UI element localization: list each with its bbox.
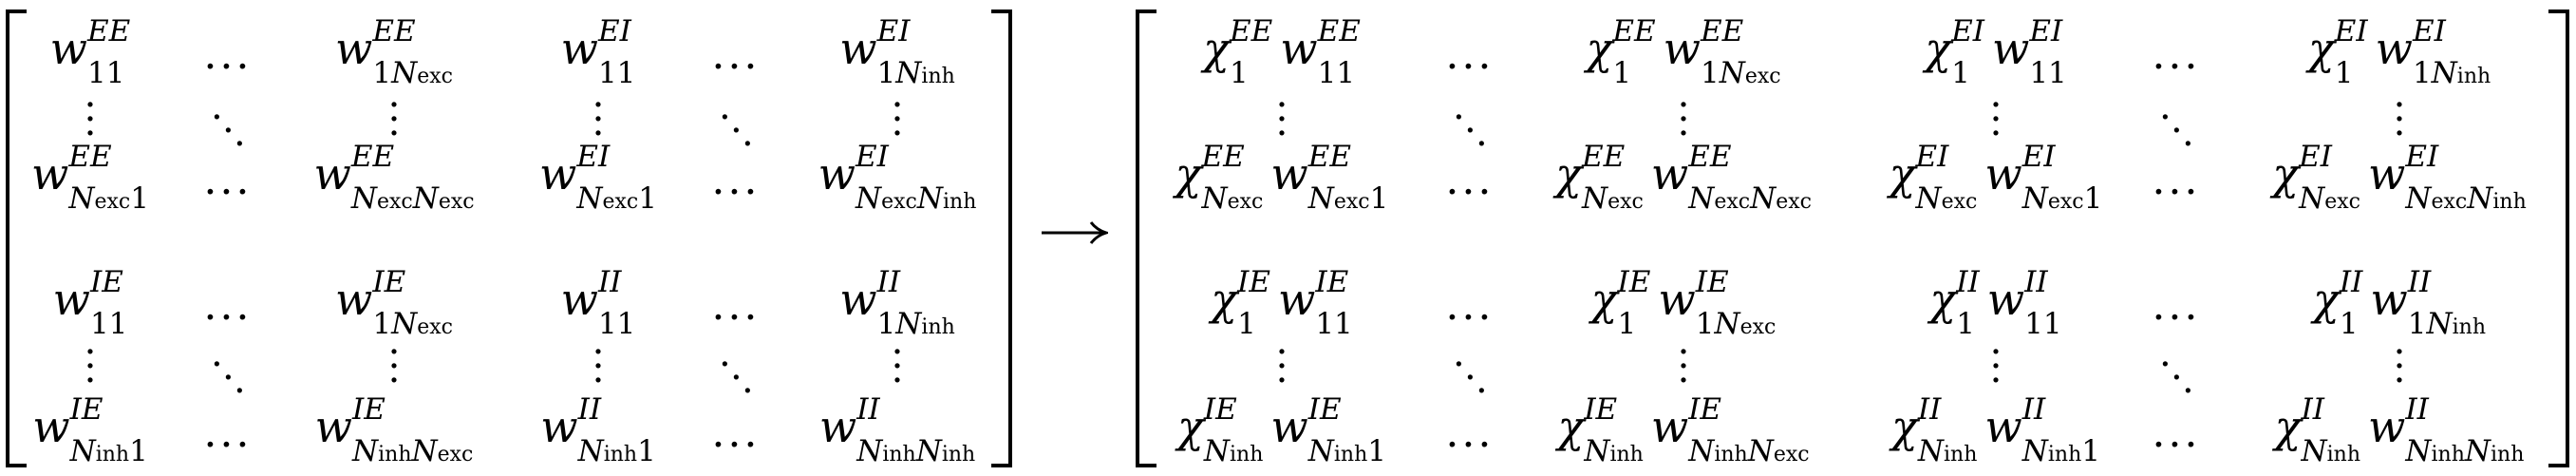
left-matrix-entry-r6-c3: w IE NinhNexc [314,392,474,468]
right-matrix: χ EE 1 w EE 11 ··· χ EE 1 w EE 1Nexc χ EI 1 w EI 11 ··· χ EI 1… [0,10,2576,467]
left-matrix-entry-r2-c5: ... [719,85,754,155]
right-matrix-entry-r1-c1: χ EE 1 w EE 11 [1203,14,1361,90]
right-matrix-entry-r3-c6: χ EI Nexc w EI NexcNinh [2272,140,2527,216]
left-matrix-entry-r3-c1: w EE Nexc1 [31,140,149,216]
left-matrix-entry-r6-c6: w II NinhNinh [818,392,976,468]
left-matrix-entry-r4-c3: w IE 1Nexc [335,265,453,341]
right-matrix-entry-r2-c5: ... [2159,85,2194,155]
right-matrix-entry-r5-c3: ... [1677,319,1690,391]
right-matrix-entry-r5-c1: ... [1275,319,1288,391]
right-matrix-entry-r6-c1: χ IE Ninh w IE Ninh1 [1177,392,1386,468]
right-matrix-entry-r2-c4: ... [1989,72,2003,144]
left-matrix-close-bracket [991,10,1012,467]
left-matrix-entry-r3-c6: w EI NexcNinh [818,140,977,216]
left-matrix-entry-r5-c2: ... [211,332,246,402]
left-matrix-entry-r3-c2: ··· [203,168,253,217]
right-matrix-entry-r4-c5: ··· [2152,294,2201,342]
left-matrix-open-bracket [6,10,27,467]
left-matrix-entry-r4-c5: ··· [711,294,761,342]
right-matrix-entry-r2-c1: ... [1275,72,1288,144]
right-matrix-entry-r1-c2: ··· [1445,43,1495,91]
left-matrix-entry-r6-c2: ··· [203,421,253,469]
mapping-arrow [1040,214,1112,252]
right-matrix-entry-r4-c6: χ II 1 w II 1Ninh [2313,265,2486,341]
right-matrix-entry-r6-c3: χ IE Ninh w IE NinhNexc [1557,392,1810,468]
left-matrix-entry-r2-c6: ... [891,72,904,144]
left-matrix-entry-r6-c5: ··· [711,421,761,469]
right-matrix-entry-r1-c5: ··· [2152,43,2201,91]
right-matrix-open-bracket [1136,10,1156,467]
right-matrix-entry-r6-c2: ··· [1445,421,1495,469]
left-matrix: w EE 11 ··· w EE 1Nexc w EI 11 ··· w EI 1Ninh........… [0,10,1025,467]
right-matrix-entry-r5-c6: ... [2393,319,2406,391]
left-matrix-entry-r1-c3: w EE 1Nexc [335,14,453,90]
right-matrix-entry-r6-c6: χ II Ninh w II NinhNinh [2274,392,2525,468]
left-matrix-entry-r4-c1: w IE 11 [52,265,128,341]
left-matrix-entry-r3-c5: ··· [711,168,761,217]
left-matrix-entry-r1-c1: w EE 11 [49,14,131,90]
left-matrix-entry-r1-c5: ··· [711,43,761,91]
left-matrix-entry-r3-c4: w EI Nexc1 [539,140,657,216]
left-matrix-entry-r2-c2: ... [211,85,246,155]
right-matrix-entry-r6-c5: ··· [2152,421,2201,469]
left-matrix-entry-r4-c4: w II 11 [560,265,636,341]
right-matrix-entry-r5-c2: ... [1453,332,1488,402]
right-matrix-entry-r3-c1: χ EE Nexc w EE Nexc1 [1175,140,1389,216]
right-matrix-entry-r3-c3: χ EE Nexc w EE NexcNexc [1555,140,1812,216]
right-matrix-entry-r5-c4: ... [1989,319,2003,391]
left-matrix-entry-r6-c1: w IE Ninh1 [32,392,148,468]
right-matrix-entry-r4-c4: χ II 1 w II 11 [1929,265,2062,341]
right-matrix-entry-r1-c3: χ EE 1 w EE 1Nexc [1586,14,1781,90]
right-matrix-entry-r3-c2: ··· [1445,168,1495,217]
right-matrix-entry-r4-c3: χ IE 1 w IE 1Nexc [1590,265,1777,341]
left-matrix-entry-r1-c6: w EI 1Ninh [839,14,955,90]
left-matrix-entry-r4-c6: w II 1Ninh [839,265,955,341]
left-matrix-entry-r1-c2: ··· [203,43,253,91]
left-matrix-entry-r6-c4: w II Ninh1 [540,392,656,468]
right-matrix-entry-r6-c4: χ II Ninh w II Ninh1 [1891,392,2100,468]
arrow-icon [1042,221,1112,244]
left-matrix-entry-r5-c3: ... [387,319,401,391]
left-matrix-entry-r3-c3: w EE NexcNexc [313,140,475,216]
right-matrix-entry-r1-c4: χ EI 1 w EI 11 [1925,14,2067,90]
left-matrix-entry-r4-c2: ··· [203,294,253,342]
right-matrix-close-bracket [2548,10,2569,467]
right-matrix-entry-r2-c6: ... [2393,72,2406,144]
right-matrix-entry-r4-c1: χ IE 1 w IE 11 [1211,265,1353,341]
right-matrix-entry-r4-c2: ··· [1445,294,1495,342]
left-matrix-entry-r5-c5: ... [719,332,754,402]
right-matrix-entry-r2-c2: ... [1453,85,1488,155]
right-matrix-entry-r3-c4: χ EI Nexc w EI Nexc1 [1889,140,2103,216]
right-matrix-entry-r1-c6: χ EI 1 w EI 1Ninh [2307,14,2491,90]
right-matrix-entry-r2-c3: ... [1677,72,1690,144]
right-matrix-entry-r3-c5: ··· [2152,168,2201,217]
right-matrix-entry-r5-c5: ... [2159,332,2194,402]
left-matrix-entry-r1-c4: w EI 11 [560,14,636,90]
